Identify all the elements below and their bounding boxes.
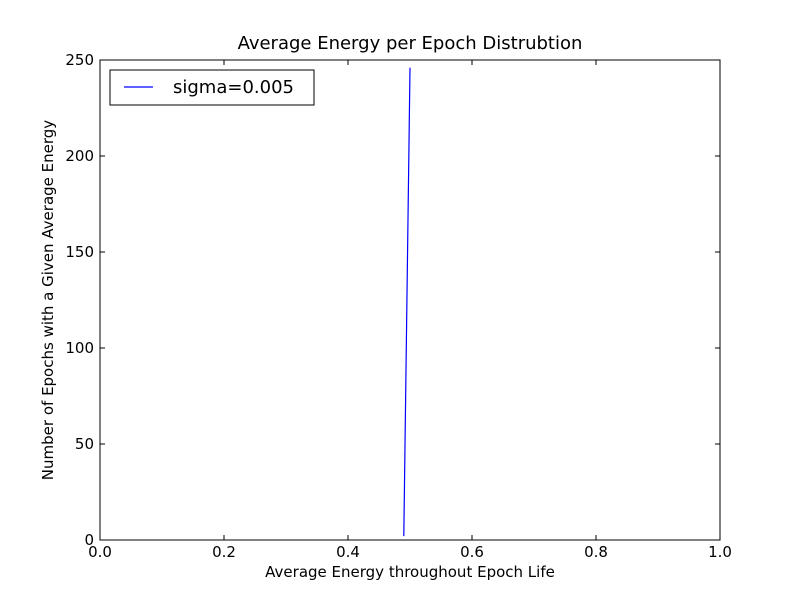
series-line-0 — [403, 67, 411, 537]
y-axis-label: Number of Epochs with a Given Average En… — [39, 120, 57, 480]
x-axis-label: Average Energy throughout Epoch Life — [265, 563, 555, 581]
y-axis-ticks: 0 50 100 150 200 250 — [65, 51, 720, 549]
x-tick-label: 0.8 — [584, 543, 608, 561]
y-tick-label: 200 — [65, 147, 94, 165]
x-tick-label: 0.2 — [212, 543, 236, 561]
x-axis-ticks: 0.0 0.2 0.4 0.6 0.8 1.0 — [88, 60, 732, 561]
x-tick-label: 0.0 — [88, 543, 112, 561]
y-tick-label: 150 — [65, 243, 94, 261]
legend: sigma=0.005 — [109, 69, 315, 106]
x-tick-label: 0.4 — [336, 543, 360, 561]
x-tick-label: 0.6 — [460, 543, 484, 561]
y-tick-label: 0 — [84, 531, 94, 549]
chart-title: Average Energy per Epoch Distrubtion — [238, 33, 583, 54]
legend-label-sigma: sigma=0.005 — [173, 77, 294, 98]
x-tick-label: 1.0 — [708, 543, 732, 561]
series-layer — [403, 67, 411, 537]
y-tick-label: 100 — [65, 339, 94, 357]
y-tick-label: 50 — [75, 435, 94, 453]
plot-area — [99, 59, 721, 541]
y-tick-label: 250 — [65, 51, 94, 69]
